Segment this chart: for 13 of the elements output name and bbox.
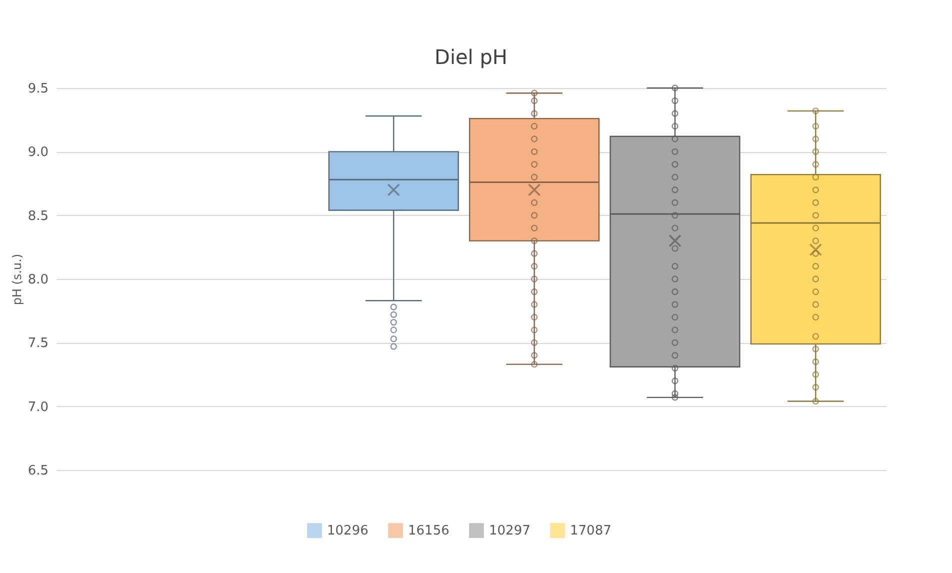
legend-label: 17087 (570, 524, 612, 539)
legend-label: 16156 (408, 524, 450, 539)
legend-label: 10297 (489, 524, 530, 539)
y-tick-label: 7.0 (28, 400, 48, 415)
legend-label: 10296 (327, 524, 368, 539)
y-tick-label: 9.5 (28, 82, 48, 96)
y-axis-title: pH (s.u.) (10, 254, 24, 306)
y-tick-label: 8.0 (28, 272, 48, 288)
chart-title: Diel pH (434, 45, 508, 69)
y-tick-label: 8.5 (28, 208, 48, 224)
y-tick-label: 7.5 (28, 336, 48, 352)
y-tick-label: 6.5 (28, 464, 48, 478)
y-tick-label: 9.0 (28, 145, 48, 160)
